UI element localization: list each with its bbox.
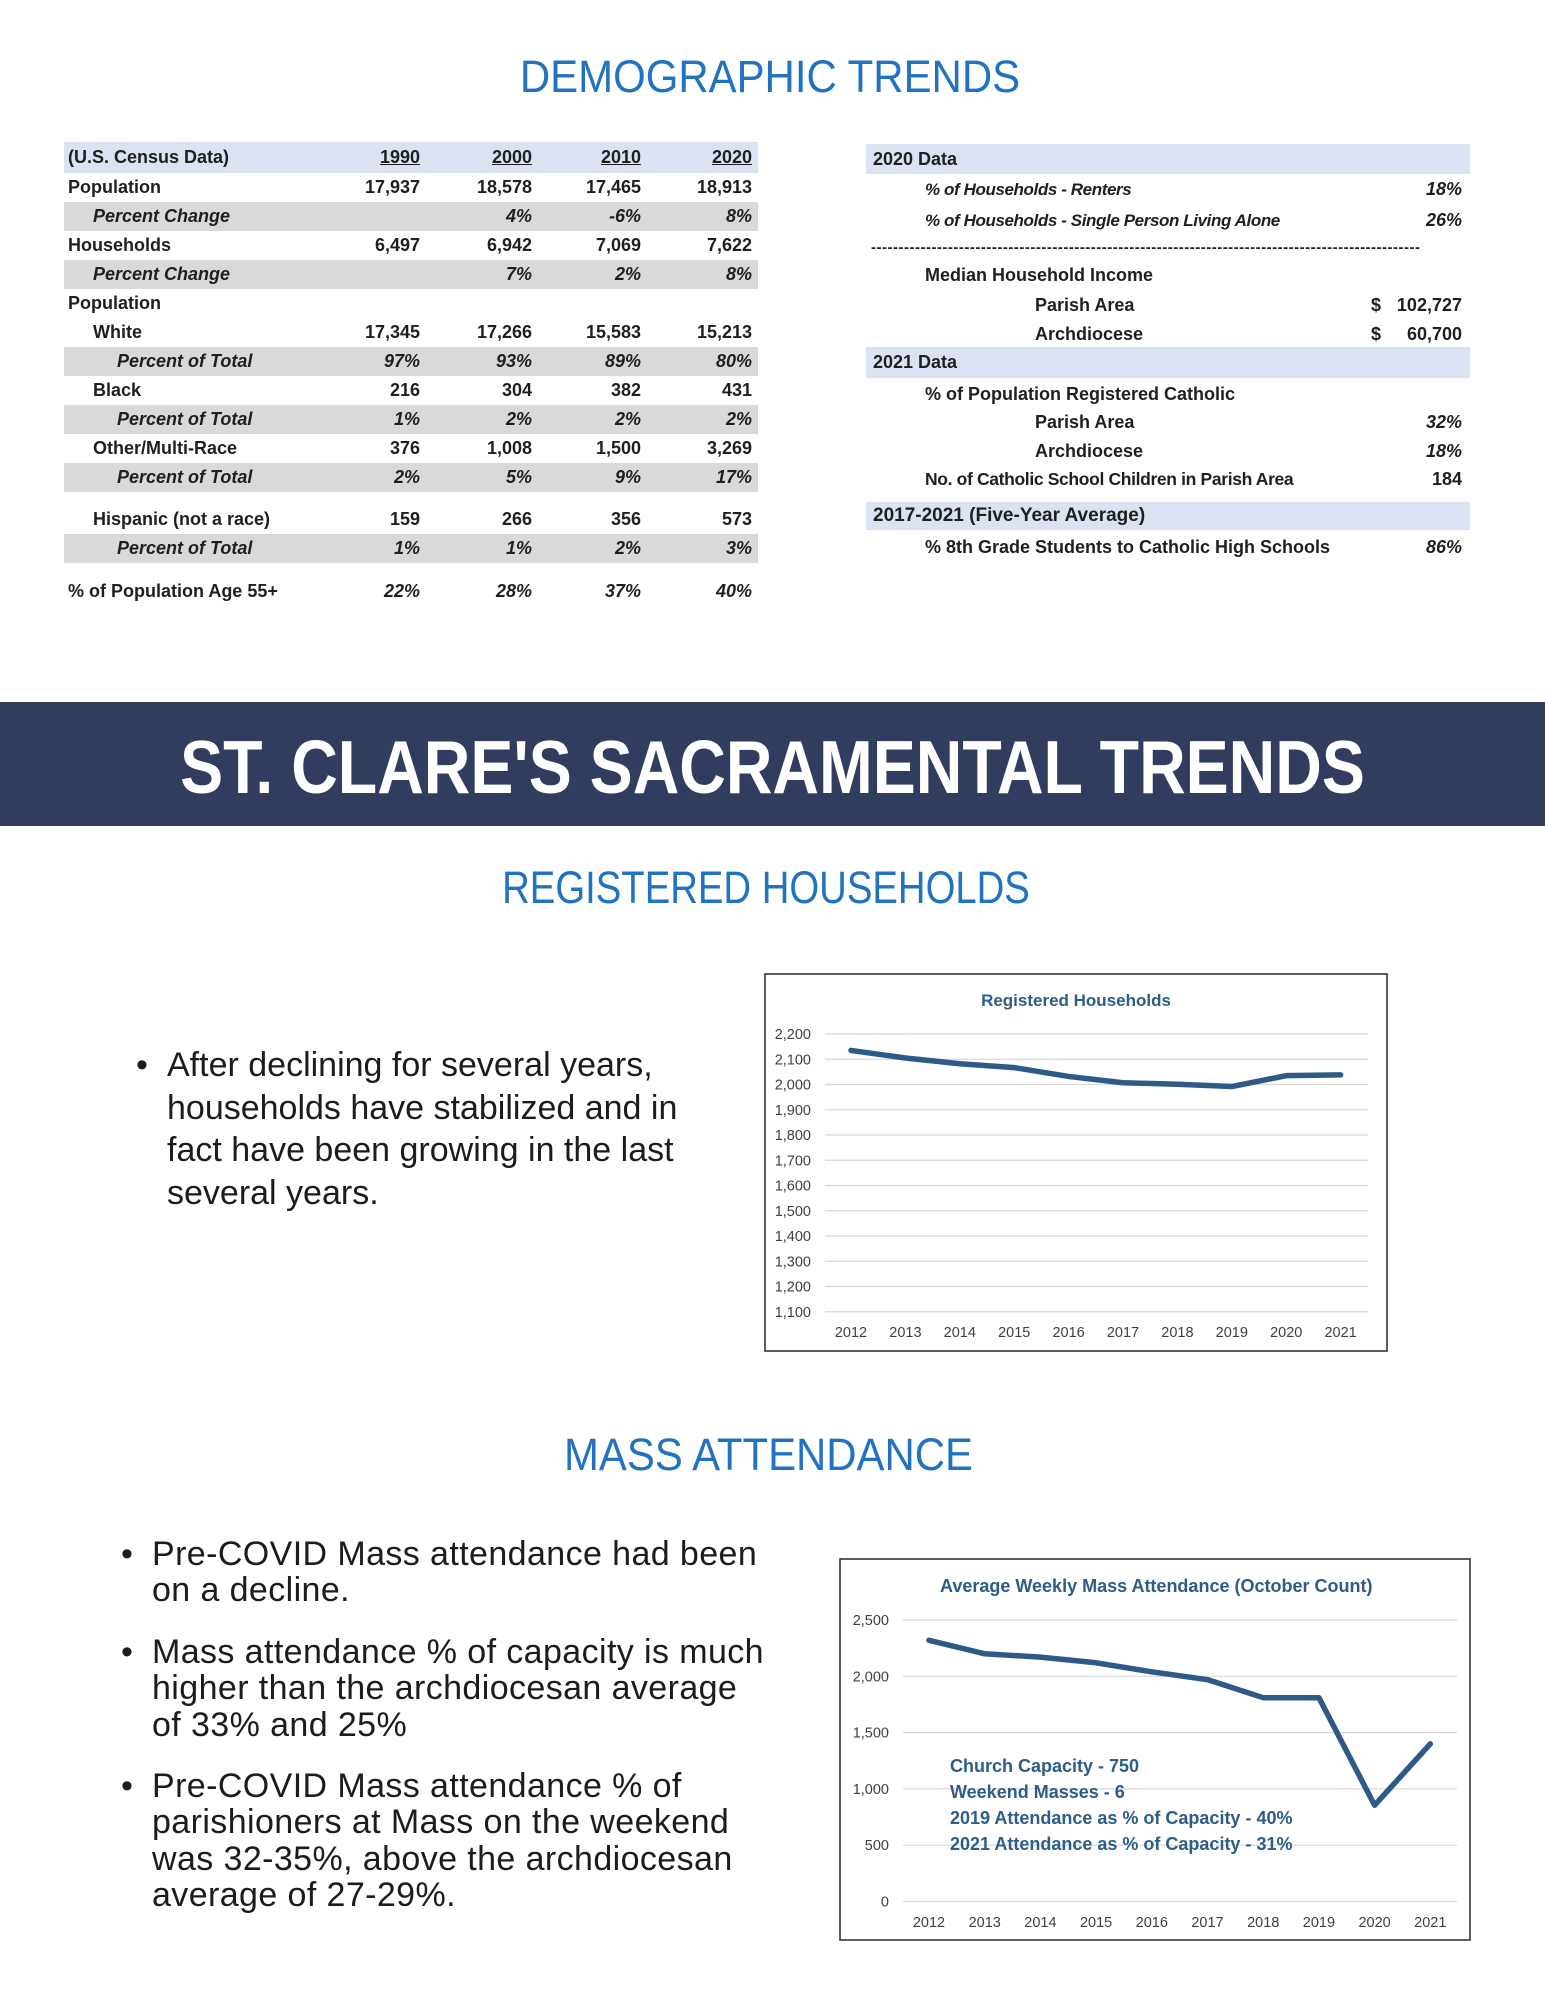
svg-text:0: 0: [881, 1895, 889, 1911]
svg-text:2016: 2016: [1136, 1915, 1168, 1931]
svg-text:2,200: 2,200: [775, 1027, 811, 1043]
svg-text:2,000: 2,000: [775, 1078, 811, 1094]
svg-text:2017: 2017: [1107, 1325, 1139, 1341]
svg-text:500: 500: [865, 1838, 889, 1854]
svg-text:2021: 2021: [1414, 1915, 1446, 1931]
svg-text:2013: 2013: [969, 1915, 1001, 1931]
svg-text:1,400: 1,400: [775, 1229, 811, 1245]
svg-text:2014: 2014: [1024, 1915, 1056, 1931]
svg-text:2014: 2014: [944, 1325, 976, 1341]
svg-text:1,800: 1,800: [775, 1128, 811, 1144]
svg-text:1,600: 1,600: [775, 1179, 811, 1195]
svg-text:1,300: 1,300: [775, 1254, 811, 1270]
svg-text:Registered Households: Registered Households: [981, 991, 1171, 1010]
svg-text:2015: 2015: [998, 1325, 1030, 1341]
svg-text:2016: 2016: [1052, 1325, 1084, 1341]
svg-text:2018: 2018: [1247, 1915, 1279, 1931]
svg-text:2,000: 2,000: [853, 1669, 889, 1685]
svg-text:1,500: 1,500: [853, 1726, 889, 1742]
svg-text:2013: 2013: [889, 1325, 921, 1341]
svg-text:2012: 2012: [835, 1325, 867, 1341]
svg-text:2,100: 2,100: [775, 1052, 811, 1068]
svg-text:2020: 2020: [1270, 1325, 1302, 1341]
svg-text:Church Capacity - 750: Church Capacity - 750: [950, 1756, 1139, 1776]
svg-text:2018: 2018: [1161, 1325, 1193, 1341]
svg-text:Average Weekly Mass Attendance: Average Weekly Mass Attendance (October …: [940, 1576, 1372, 1596]
svg-text:1,500: 1,500: [775, 1204, 811, 1220]
svg-text:2020: 2020: [1358, 1915, 1390, 1931]
svg-text:2021 Attendance as % of Capaci: 2021 Attendance as % of Capacity - 31%: [950, 1834, 1292, 1854]
svg-text:Weekend Masses - 6: Weekend Masses - 6: [950, 1782, 1125, 1802]
svg-text:2015: 2015: [1080, 1915, 1112, 1931]
svg-text:1,200: 1,200: [775, 1280, 811, 1296]
svg-text:2,500: 2,500: [853, 1613, 889, 1629]
svg-text:1,100: 1,100: [775, 1305, 811, 1321]
svg-text:2021: 2021: [1324, 1325, 1356, 1341]
svg-text:2012: 2012: [913, 1915, 945, 1931]
svg-text:2019 Attendance as % of Capaci: 2019 Attendance as % of Capacity - 40%: [950, 1808, 1292, 1828]
svg-text:1,700: 1,700: [775, 1153, 811, 1169]
svg-text:1,000: 1,000: [853, 1782, 889, 1798]
svg-text:2017: 2017: [1191, 1915, 1223, 1931]
svg-text:2019: 2019: [1303, 1915, 1335, 1931]
svg-text:2019: 2019: [1216, 1325, 1248, 1341]
svg-text:1,900: 1,900: [775, 1103, 811, 1119]
